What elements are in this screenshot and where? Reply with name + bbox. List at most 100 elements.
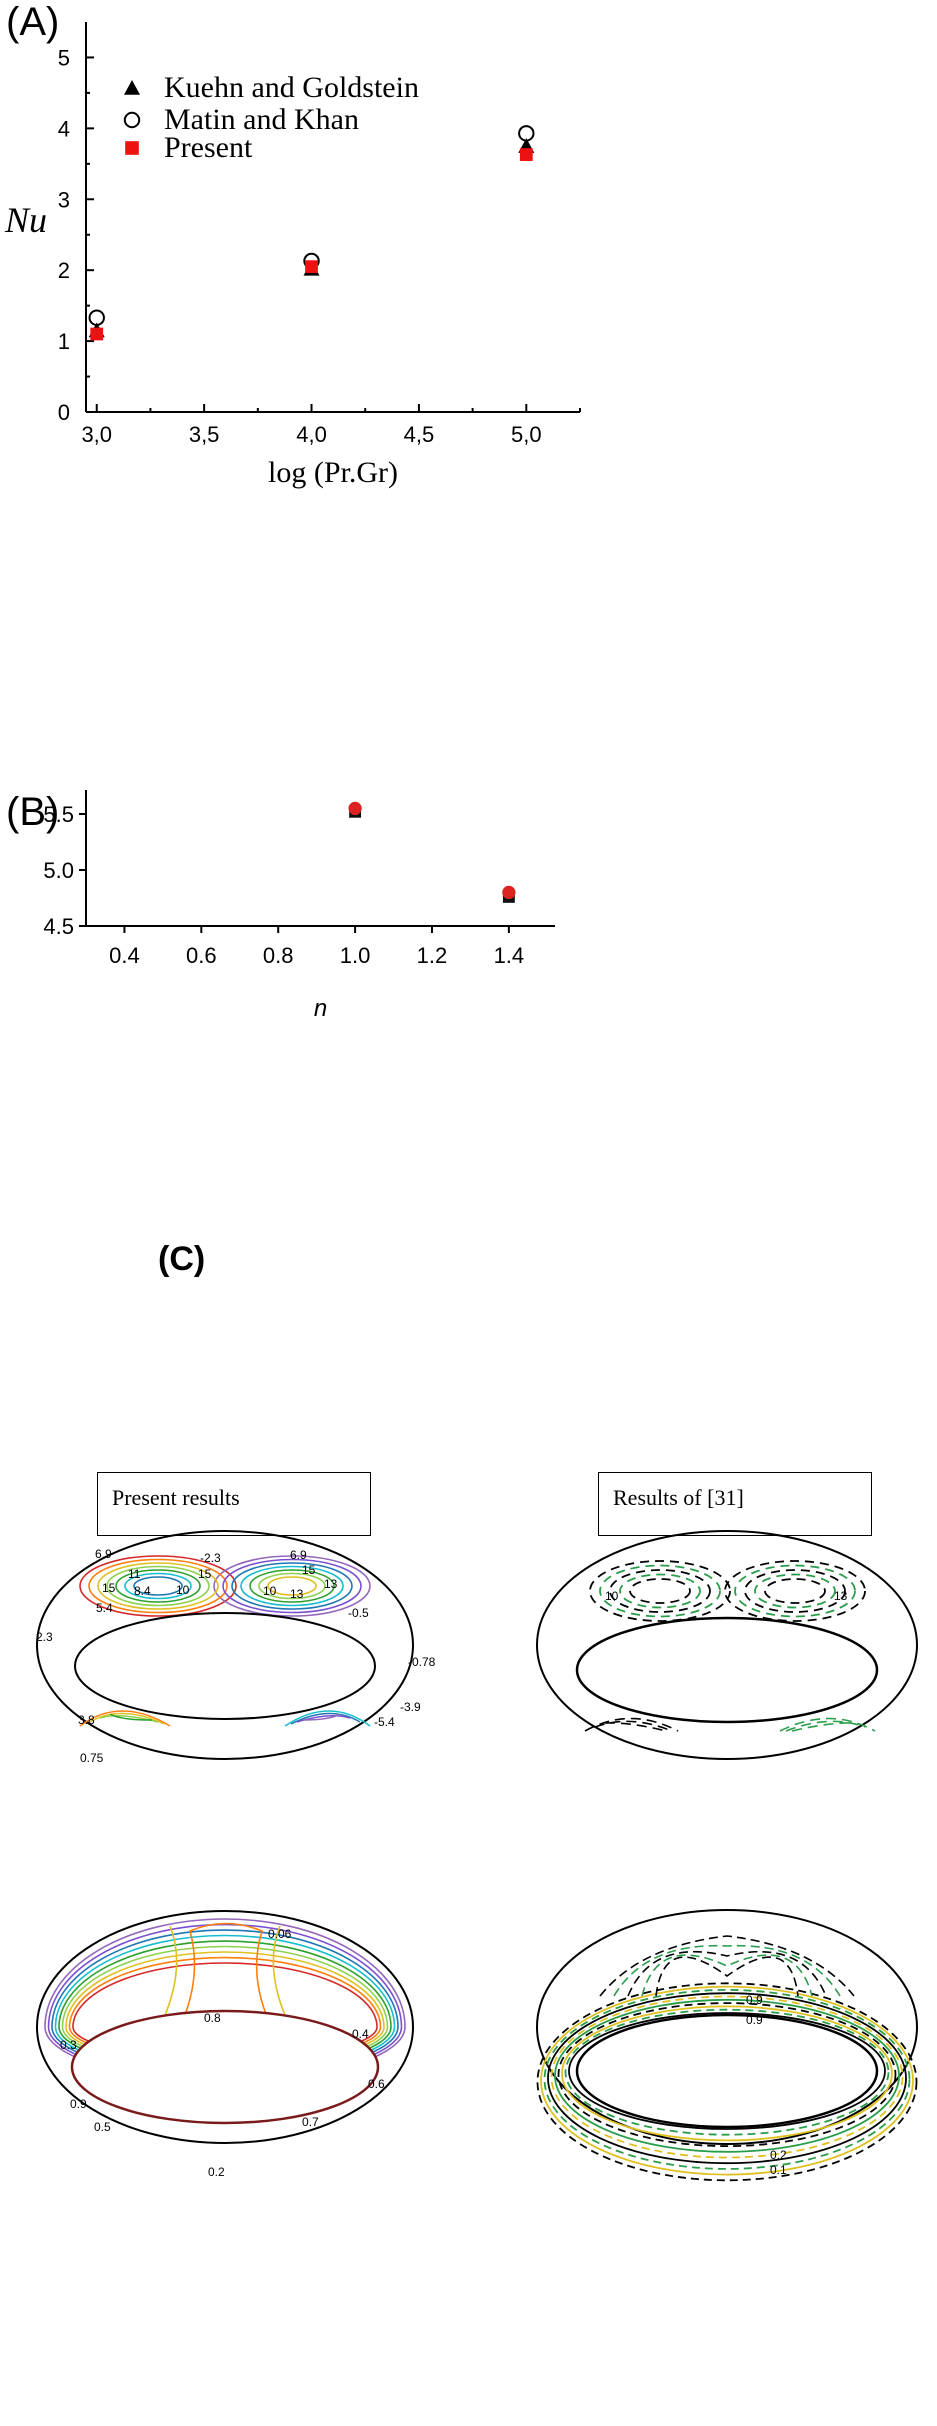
outer-boundary-ref	[536, 1530, 918, 1760]
outer-boundary	[36, 1910, 414, 2144]
y-tick-label: 5.0	[43, 858, 74, 883]
ref-vortex-contour	[619, 1573, 701, 1609]
inner-boundary	[74, 1612, 376, 1720]
ref-lower-contour	[779, 1717, 876, 1732]
contour-label: 11	[128, 1567, 141, 1581]
x-tick-label: 0.4	[109, 943, 140, 968]
inner-boundary	[70, 2009, 380, 2125]
x-tick-label: 1.2	[417, 943, 448, 968]
ref-vortex-contour	[589, 1560, 731, 1622]
inner-boundary-ref	[575, 2013, 879, 2129]
x-tick-label: 4,0	[296, 422, 327, 447]
contour-label: 0.2	[770, 2148, 787, 2162]
ref-vortex-contour	[629, 1578, 691, 1604]
data-point-2-0	[90, 327, 104, 341]
x-tick-label: 0.6	[186, 943, 217, 968]
contour-plots: 6.9 -2.3 6.9 11 15 15 8.4 15 13 10 10 13 5.4 -0.5 2.3 -…	[36, 1530, 918, 2182]
x-tick-label: 5,0	[511, 422, 542, 447]
y-tick-label: 0	[58, 400, 70, 425]
contour-label: 2.3	[36, 1630, 53, 1644]
ref-vortex-contour	[754, 1573, 836, 1609]
ref-isotherm	[550, 1995, 904, 2159]
vortex-contour	[106, 1565, 210, 1607]
ref-vortex-contour	[764, 1578, 826, 1604]
ref-isotherm	[641, 1954, 813, 1997]
y-axis-title: Nu	[4, 200, 47, 240]
vortex-contour	[88, 1558, 228, 1614]
ref-vortex-contour	[744, 1569, 846, 1613]
x-tick-label: 1.0	[340, 943, 371, 968]
legend-label: Present	[164, 131, 253, 164]
data-point-1-0	[88, 309, 105, 326]
contour-label: 0.1	[770, 2163, 787, 2177]
contour-label: 15	[198, 1567, 212, 1581]
ref-vortex-contour	[599, 1564, 721, 1618]
contour-label: 0.9	[70, 2097, 87, 2111]
ref-lower-contour	[785, 1720, 866, 1732]
vortex-contour	[79, 1555, 237, 1617]
contour-label: 0.5	[94, 2120, 111, 2134]
contour-label: 5.4	[96, 1601, 113, 1615]
outer-boundary	[36, 1530, 414, 1760]
data-point-1-2	[518, 125, 535, 142]
ref-isotherm	[547, 1992, 907, 2165]
x-tick-label: 0.8	[263, 943, 294, 968]
contour-label: 10	[176, 1583, 190, 1597]
contour-label: 0.8	[204, 2011, 221, 2025]
ref-lower-contour	[584, 1717, 679, 1732]
contour-label: 0.9	[746, 1993, 763, 2007]
ref-isotherm	[627, 1950, 827, 1997]
vortex-contour	[240, 1565, 344, 1607]
lower-contour	[302, 1713, 341, 1721]
contour-label: 13	[290, 1587, 304, 1601]
vortex-contour	[249, 1569, 335, 1603]
ref-lower-contour	[594, 1720, 673, 1732]
lower-contour	[296, 1715, 351, 1723]
contour-label: 0.4	[352, 2027, 369, 2041]
x-tick-label: 1.4	[494, 943, 525, 968]
isotherm	[169, 1922, 283, 2047]
inner-boundary-ref	[575, 1616, 879, 1724]
contour-label: -0.5	[348, 1606, 369, 1620]
ref-isotherm	[557, 2002, 897, 2147]
vortex-contour	[213, 1555, 371, 1617]
y-tick-label: 4	[58, 116, 70, 141]
legend-marker-1	[123, 111, 141, 129]
ref-lower-contour	[604, 1722, 667, 1732]
vortex-contour	[115, 1569, 201, 1603]
ref-lower-contour	[791, 1722, 856, 1732]
data-point-1-2	[502, 885, 516, 900]
lower-contour	[79, 1710, 171, 1727]
ref-isotherm	[536, 1982, 918, 2182]
contour-label: 15	[302, 1563, 316, 1577]
outer-boundary-ref	[536, 1909, 918, 2145]
contour-label: 13	[324, 1577, 338, 1591]
contour-label: 0.3	[60, 2038, 77, 2052]
x-tick-label: 4,5	[404, 422, 435, 447]
ref-vortex-contour	[609, 1569, 711, 1613]
x-axis-title: n	[314, 995, 327, 1022]
contour-label: 10	[263, 1584, 277, 1598]
ref-vortex-contour	[724, 1560, 866, 1622]
vortex-contour	[222, 1558, 362, 1614]
y-tick-label: 5.5	[43, 802, 74, 827]
y-tick-label: 3	[58, 187, 70, 212]
contour-label: 6.9	[95, 1547, 112, 1561]
contour-label: 0.2	[208, 2165, 225, 2179]
panel-a-label: (A)	[6, 0, 60, 44]
x-axis-title: log (Pr.Gr)	[268, 456, 398, 489]
contour-label: -2.3	[200, 1551, 221, 1565]
y-tick-label: 1	[58, 329, 70, 354]
chart-b: 4.55.05.56.06.57.07.50.40.60.81.01.21.4n…	[43, 790, 555, 1022]
legend-marker-0	[124, 80, 140, 95]
contour-label: 13	[834, 1589, 848, 1603]
ref-isotherm	[599, 1935, 855, 1997]
lower-contour	[109, 1713, 153, 1721]
ref-isotherm	[540, 1985, 914, 2176]
lower-contour	[284, 1710, 371, 1727]
panel-c-label: (C)	[158, 1240, 206, 1278]
contour-label: 0.6	[368, 2077, 385, 2091]
vortex-contour	[231, 1562, 353, 1610]
data-point-2-2	[519, 148, 533, 161]
data-point-1-1	[348, 801, 362, 816]
